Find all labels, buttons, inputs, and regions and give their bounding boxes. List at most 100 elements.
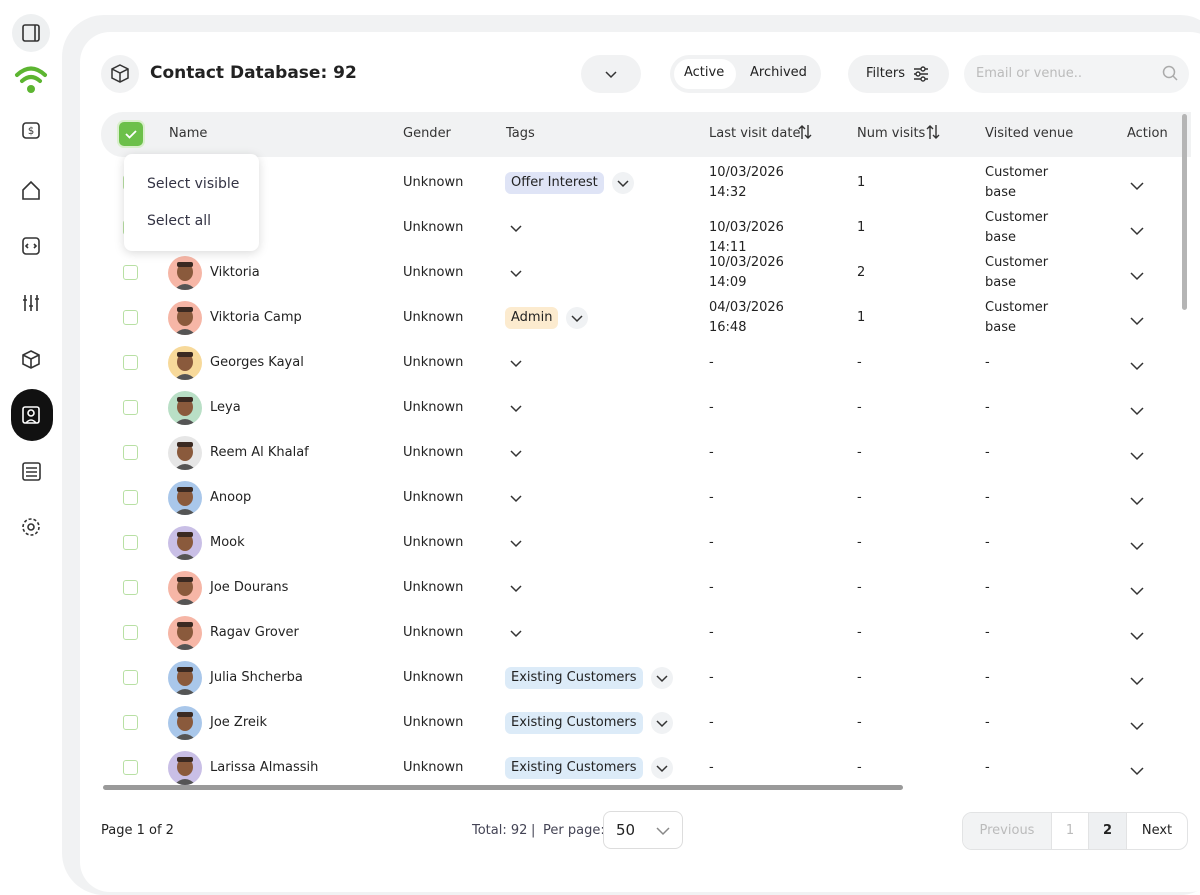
tag-dropdown[interactable] (505, 262, 527, 284)
column-header: Last visit date (709, 126, 801, 141)
row-checkbox[interactable] (123, 355, 138, 370)
table-header (101, 112, 1191, 157)
tag-dropdown[interactable] (505, 577, 527, 599)
action-dropdown[interactable] (1130, 717, 1144, 737)
menu-item[interactable]: Select visible (147, 176, 240, 192)
tag-dropdown[interactable] (505, 397, 527, 419)
tag-dropdown[interactable] (566, 307, 588, 329)
last-visit-date: - (709, 625, 714, 640)
num-visits: - (857, 400, 862, 415)
row-checkbox[interactable] (123, 625, 138, 640)
gender: Unknown (403, 400, 464, 415)
num-visits: - (857, 445, 862, 460)
contact-name: Anoop (210, 490, 252, 505)
per-page-select[interactable] (603, 811, 683, 849)
visited-venue: - (985, 670, 990, 685)
tag-dropdown[interactable] (651, 667, 673, 689)
row-checkbox[interactable] (123, 535, 138, 550)
gender: Unknown (403, 625, 464, 640)
page-button[interactable]: Next (1126, 813, 1187, 849)
last-visit-date: - (709, 535, 714, 550)
gender: Unknown (403, 310, 464, 325)
vertical-scrollbar[interactable] (1182, 114, 1187, 310)
tag-dropdown[interactable] (505, 217, 527, 239)
sidebar: $ (0, 0, 62, 858)
visited-venue: - (985, 625, 990, 640)
action-dropdown[interactable] (1130, 627, 1144, 647)
num-visits: - (857, 625, 862, 640)
tag-dropdown[interactable] (505, 532, 527, 554)
row-checkbox[interactable] (123, 580, 138, 595)
visited-venue: - (985, 535, 990, 550)
avatar (168, 436, 202, 470)
action-dropdown[interactable] (1130, 582, 1144, 602)
avatar (168, 661, 202, 695)
row-checkbox[interactable] (123, 310, 138, 325)
search-placeholder: Email or venue.. (976, 66, 1083, 81)
horizontal-scrollbar[interactable] (103, 785, 903, 790)
visited-venue: - (985, 580, 990, 595)
page-button[interactable]: 2 (1088, 813, 1126, 849)
gender: Unknown (403, 445, 464, 460)
action-dropdown[interactable] (1130, 402, 1144, 422)
search-icon (1162, 65, 1178, 81)
contact-name: Julia Shcherba (210, 670, 303, 685)
last-visit-date: 10/03/2026 14:09 (709, 255, 784, 290)
dropdown-button[interactable] (581, 55, 641, 93)
last-visit-date: - (709, 490, 714, 505)
tag-dropdown[interactable] (651, 757, 673, 779)
pagination: Previous 1 2 Next (962, 812, 1188, 850)
row-checkbox[interactable] (123, 265, 138, 280)
sort-icon[interactable] (926, 124, 940, 145)
per-page-label: Per page: (543, 823, 605, 838)
column-header: Num visits (857, 126, 926, 141)
row-checkbox[interactable] (123, 715, 138, 730)
page-button[interactable]: 1 (1051, 813, 1088, 849)
action-dropdown[interactable] (1130, 537, 1144, 557)
row-checkbox[interactable] (123, 670, 138, 685)
title-icon (101, 55, 139, 93)
tab[interactable]: Archived (750, 65, 807, 80)
tag-dropdown[interactable] (612, 172, 634, 194)
action-dropdown[interactable] (1130, 222, 1144, 242)
row-checkbox[interactable] (123, 400, 138, 415)
table-body: Name Gender Tags Last visit date Num visits V… (123, 124, 1168, 785)
last-visit-date: 10/03/2026 14:11 (709, 220, 784, 255)
last-visit-date: - (709, 670, 714, 685)
action-dropdown[interactable] (1130, 672, 1144, 692)
select-menu: Select visible Select all (124, 154, 259, 251)
tag-dropdown[interactable] (651, 712, 673, 734)
row-checkbox[interactable] (123, 445, 138, 460)
action-dropdown[interactable] (1130, 267, 1144, 287)
gender: Unknown (403, 265, 464, 280)
per-page-value: 50 (616, 821, 636, 839)
filters-button[interactable] (848, 55, 949, 93)
tab[interactable]: Active (684, 65, 725, 80)
contact-name: Leya (210, 400, 241, 415)
tag-dropdown[interactable] (505, 487, 527, 509)
num-visits: 1 (857, 310, 866, 325)
avatar (168, 256, 202, 290)
last-visit-date: - (709, 355, 714, 370)
action-dropdown[interactable] (1130, 492, 1144, 512)
action-dropdown[interactable] (1130, 447, 1144, 467)
search-box[interactable] (964, 55, 1189, 93)
row-checkbox[interactable] (123, 760, 138, 775)
sort-icon[interactable] (798, 124, 812, 145)
column-header: Visited venue (985, 126, 1074, 141)
gender: Unknown (403, 355, 464, 370)
visited-venue: - (985, 400, 990, 415)
action-dropdown[interactable] (1130, 762, 1144, 782)
tag-dropdown[interactable] (505, 442, 527, 464)
action-dropdown[interactable] (1130, 177, 1144, 197)
menu-item[interactable]: Select all (147, 213, 211, 229)
select-all-checkbox[interactable] (119, 122, 143, 146)
action-dropdown[interactable] (1130, 312, 1144, 332)
action-dropdown[interactable] (1130, 357, 1144, 377)
svg-text:$: $ (28, 126, 34, 137)
page-button[interactable]: Previous (963, 813, 1051, 849)
tag-dropdown[interactable] (505, 352, 527, 374)
row-checkbox[interactable] (123, 490, 138, 505)
tag-dropdown[interactable] (505, 622, 527, 644)
avatar (168, 616, 202, 650)
